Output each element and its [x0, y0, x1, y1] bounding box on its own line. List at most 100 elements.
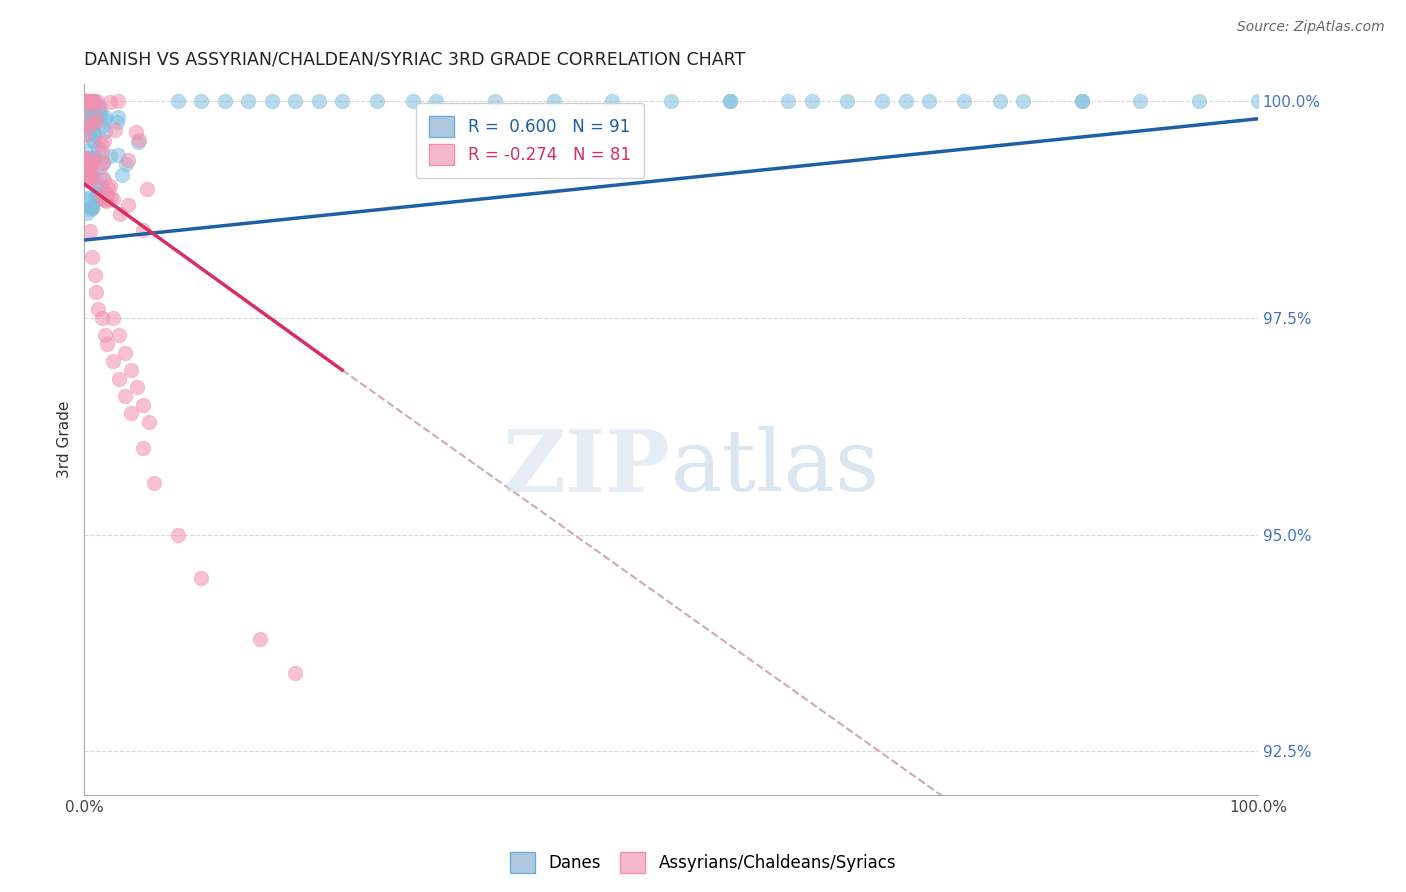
Point: [77, 104, 100, 119]
Point: [76, 153, 98, 167]
Point: [659, 95, 682, 109]
Point: [75, 151, 97, 165]
Point: [97, 181, 120, 195]
Point: [120, 363, 142, 377]
Point: [125, 380, 148, 394]
Point: [988, 95, 1011, 109]
Point: [79, 173, 101, 187]
Point: [80, 169, 103, 184]
Point: [167, 527, 190, 541]
Point: [143, 475, 166, 490]
Point: [190, 95, 212, 109]
Point: [260, 95, 283, 109]
Point: [249, 632, 271, 646]
Point: [82, 125, 104, 139]
Point: [77, 95, 100, 109]
Point: [96, 337, 118, 351]
Point: [76, 206, 98, 220]
Point: [107, 95, 129, 109]
Point: [86, 187, 108, 202]
Point: [82, 201, 104, 215]
Point: [108, 328, 131, 343]
Point: [308, 95, 330, 109]
Point: [94, 193, 117, 207]
Point: [1070, 95, 1092, 109]
Point: [1129, 95, 1152, 109]
Point: [82, 95, 104, 109]
Point: [125, 126, 148, 140]
Point: [86, 95, 108, 109]
Point: [75, 152, 97, 166]
Point: [778, 95, 800, 109]
Point: [84, 172, 107, 186]
Point: [75, 118, 97, 132]
Point: [83, 151, 105, 165]
Point: [90, 179, 112, 194]
Point: [77, 95, 100, 109]
Point: [84, 113, 107, 128]
Point: [84, 285, 107, 299]
Point: [77, 127, 100, 141]
Point: [83, 133, 105, 147]
Point: [79, 155, 101, 169]
Point: [105, 115, 128, 129]
Point: [835, 95, 858, 109]
Point: [214, 95, 236, 109]
Point: [167, 95, 190, 109]
Point: [75, 128, 97, 142]
Point: [76, 110, 98, 124]
Point: [190, 571, 212, 585]
Text: ZIP: ZIP: [503, 425, 671, 510]
Point: [93, 134, 115, 148]
Point: [82, 199, 104, 213]
Point: [80, 200, 103, 214]
Point: [1188, 95, 1211, 109]
Point: [284, 666, 307, 681]
Point: [111, 168, 134, 182]
Point: [82, 251, 104, 265]
Point: [80, 107, 103, 121]
Point: [77, 169, 100, 183]
Point: [1070, 95, 1092, 109]
Point: [79, 163, 101, 178]
Point: [77, 168, 100, 182]
Point: [1012, 95, 1035, 109]
Point: [117, 198, 139, 212]
Legend: Danes, Assyrians/Chaldeans/Syriacs: Danes, Assyrians/Chaldeans/Syriacs: [503, 846, 903, 880]
Point: [107, 111, 129, 125]
Point: [76, 190, 98, 204]
Point: [89, 160, 111, 174]
Point: [108, 372, 131, 386]
Point: [87, 302, 110, 317]
Point: [80, 153, 103, 167]
Point: [94, 194, 117, 208]
Point: [953, 95, 976, 109]
Point: [100, 191, 122, 205]
Point: [83, 268, 105, 282]
Point: [93, 112, 115, 127]
Point: [80, 155, 103, 169]
Point: [79, 117, 101, 131]
Point: [75, 95, 97, 109]
Point: [96, 186, 118, 201]
Point: [918, 95, 941, 109]
Point: [84, 189, 107, 203]
Point: [79, 202, 101, 217]
Point: [79, 157, 101, 171]
Point: [90, 137, 112, 152]
Point: [718, 95, 741, 109]
Point: [103, 192, 125, 206]
Point: [132, 223, 155, 237]
Point: [98, 95, 121, 110]
Point: [402, 95, 425, 109]
Point: [98, 179, 121, 194]
Point: [127, 135, 149, 149]
Text: DANISH VS ASSYRIAN/CHALDEAN/SYRIAC 3RD GRADE CORRELATION CHART: DANISH VS ASSYRIAN/CHALDEAN/SYRIAC 3RD G…: [84, 51, 745, 69]
Point: [87, 108, 110, 122]
Point: [82, 101, 104, 115]
Point: [136, 182, 159, 196]
Point: [90, 119, 112, 133]
Point: [870, 95, 893, 109]
Point: [77, 163, 100, 178]
Point: [82, 134, 104, 148]
